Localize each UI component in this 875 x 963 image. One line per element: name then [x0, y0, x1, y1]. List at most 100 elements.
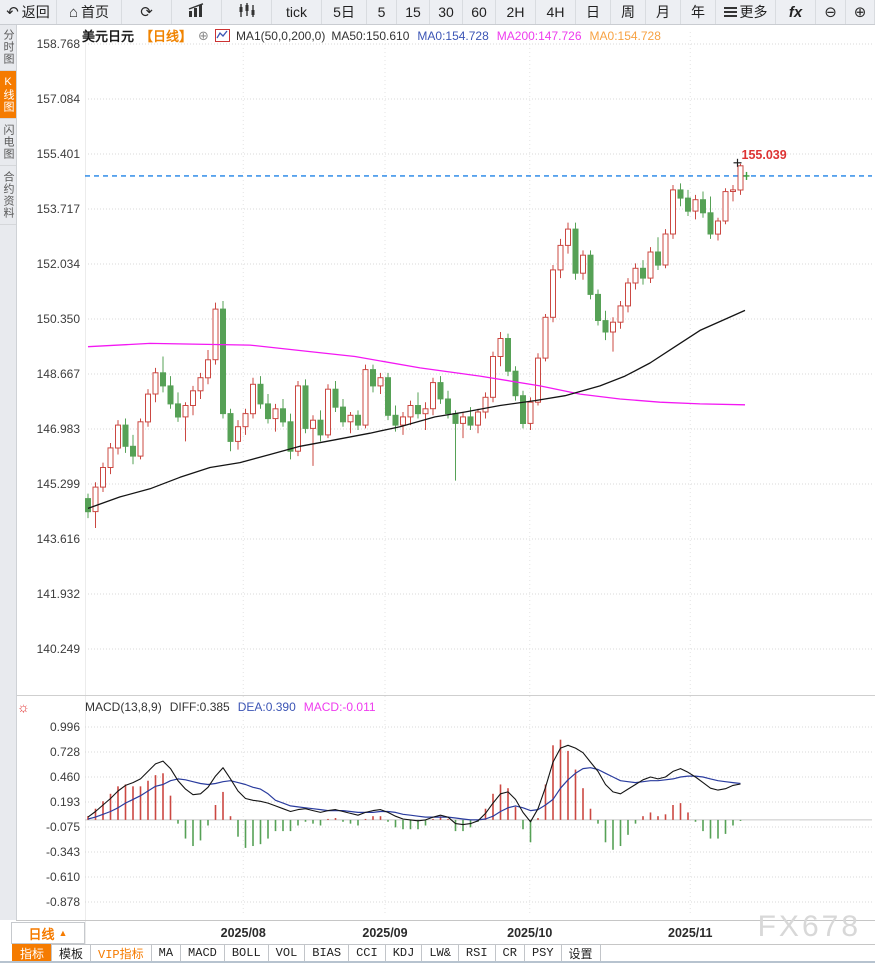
zoom-out-button[interactable]: ⊖ [816, 0, 846, 24]
home-label: 首页 [81, 4, 110, 20]
svg-text:0.193: 0.193 [50, 795, 80, 809]
svg-text:0.728: 0.728 [50, 745, 80, 759]
svg-text:-0.343: -0.343 [46, 845, 80, 859]
sidebar-item-time-share-chart[interactable]: 分时图 [0, 24, 16, 71]
refresh-icon: ⟳ [140, 4, 153, 21]
home-icon: ⌂ [68, 3, 79, 21]
interval-day-label: 日 [586, 4, 600, 20]
tab-MACD[interactable]: MACD [180, 944, 225, 962]
tab-VIP指标[interactable]: VIP指标 [90, 944, 152, 962]
interval-week-label: 周 [621, 4, 635, 20]
tab-指标[interactable]: 指标 [12, 944, 53, 962]
refresh-button[interactable]: ⟳ [122, 0, 172, 24]
svg-text:145.299: 145.299 [37, 477, 81, 491]
tab-KDJ[interactable]: KDJ [384, 944, 423, 962]
line-chart-icon[interactable] [214, 29, 230, 42]
macd-value: MACD:-0.011 [303, 700, 376, 714]
svg-text:2025/08: 2025/08 [221, 926, 266, 940]
interval-tick-label: tick [286, 4, 307, 20]
bar-chart-type-icon [188, 3, 206, 21]
macd-params-label: MACD(13,8,9) [85, 700, 162, 714]
interval-5-button[interactable]: 5 [367, 0, 397, 24]
tab-PSY[interactable]: PSY [523, 944, 562, 962]
tab-CCI[interactable]: CCI [348, 944, 386, 962]
zoom-in-button[interactable]: ⊕ [846, 0, 875, 24]
svg-text:2025/10: 2025/10 [507, 926, 552, 940]
svg-text:140.249: 140.249 [37, 642, 81, 656]
period-tag: 【日线】 [140, 29, 193, 44]
interval-tick-button[interactable]: tick [272, 0, 322, 24]
more-label: 更多 [739, 4, 768, 20]
svg-text:146.983: 146.983 [37, 422, 81, 436]
tab-BIAS[interactable]: BIAS [304, 944, 350, 962]
interval-week-button[interactable]: 周 [611, 0, 646, 24]
interval-60-button[interactable]: 60 [463, 0, 496, 24]
home-button[interactable]: ⌂ 首页 [57, 0, 122, 24]
zoom-out-icon: ⊖ [824, 4, 837, 21]
period-selector[interactable]: 日线 ▲ [11, 922, 85, 944]
circle-plus-icon[interactable]: ⊕ [198, 27, 209, 43]
interval-2h-button[interactable]: 2H [496, 0, 536, 24]
sidebar-item-lightning-chart[interactable]: 闪电图 [0, 119, 16, 166]
sidebar-item-contract-info[interactable]: 合约资料 [0, 166, 16, 225]
more-button[interactable]: 更多 [716, 0, 776, 24]
chart-type-sidebar: 分时图 K线图 闪电图 合约资料 [0, 24, 17, 920]
back-icon: ↶ [6, 4, 19, 21]
indicator-settings-icon[interactable]: ☼ [17, 699, 30, 715]
svg-text:155.401: 155.401 [37, 147, 81, 161]
formula-label: fx [788, 3, 803, 21]
ma-value: MA200:147.726 [496, 29, 582, 43]
ma-values: MA50:150.610 MA0:154.728 MA200:147.726 MA0:… [331, 28, 669, 43]
interval-month-label: 月 [656, 4, 670, 20]
interval-4h-button[interactable]: 4H [536, 0, 576, 24]
symbol-title: 美元日元 [82, 29, 135, 44]
zoom-in-icon: ⊕ [853, 4, 867, 21]
interval-5d-label: 5日 [333, 4, 355, 20]
interval-30-button[interactable]: 30 [430, 0, 463, 24]
tab-BOLL[interactable]: BOLL [223, 944, 269, 962]
interval-month-button[interactable]: 月 [646, 0, 681, 24]
macd-value: DEA:0.390 [237, 700, 296, 714]
svg-text:157.084: 157.084 [37, 92, 81, 106]
macd-header: MACD(13,8,9) DIFF:0.385 DEA:0.390 MACD:-0.… [85, 699, 384, 715]
tab-RSI[interactable]: RSI [457, 944, 496, 962]
candle-chart-type-icon [238, 3, 256, 21]
interval-5d-button[interactable]: 5日 [322, 0, 367, 24]
tab-MA[interactable]: MA [150, 944, 182, 962]
svg-text:0.460: 0.460 [50, 770, 80, 784]
candle-chart-type-button[interactable] [222, 0, 272, 24]
svg-text:158.768: 158.768 [37, 37, 81, 51]
svg-text:143.616: 143.616 [37, 532, 81, 546]
chart-canvas[interactable]: 158.768 157.084 155.401 153.717 152.034 150.3… [16, 24, 875, 963]
back-button[interactable]: ↶ 返回 [0, 0, 57, 24]
ma-settings-label: MA1(50,0,200,0) [235, 28, 326, 43]
svg-text:153.717: 153.717 [37, 202, 81, 216]
bar-chart-type-button[interactable] [172, 0, 222, 24]
svg-text:-0.075: -0.075 [46, 820, 80, 834]
svg-text:148.667: 148.667 [37, 367, 81, 381]
interval-15-button[interactable]: 15 [397, 0, 430, 24]
tab-VOL[interactable]: VOL [267, 944, 306, 962]
bottom-edge [0, 961, 875, 963]
tab-CR[interactable]: CR [494, 944, 525, 962]
interval-year-label: 年 [691, 4, 705, 20]
tab-LW&[interactable]: LW& [421, 944, 459, 962]
watermark: FX678 [757, 910, 861, 943]
svg-text:2025/09: 2025/09 [362, 926, 407, 940]
period-selector-label: 日线 [28, 926, 55, 942]
svg-text:2025/11: 2025/11 [668, 926, 713, 940]
ma-value: MA50:150.610 [331, 29, 410, 43]
svg-text:-0.610: -0.610 [46, 870, 80, 884]
tab-模板[interactable]: 模板 [51, 944, 92, 962]
ma-value: MA0:154.728 [589, 29, 661, 43]
svg-text:141.932: 141.932 [37, 587, 81, 601]
formula-button[interactable]: fx [776, 0, 816, 24]
svg-text:152.034: 152.034 [37, 257, 81, 271]
sidebar-item-kline-chart[interactable]: K线图 [0, 71, 16, 119]
interval-60-label: 60 [471, 4, 487, 20]
tab-设置[interactable]: 设置 [560, 944, 601, 962]
interval-year-button[interactable]: 年 [681, 0, 716, 24]
macd-values: DIFF:0.385 DEA:0.390 MACD:-0.011 [170, 700, 384, 714]
dropdown-arrow-icon: ▲ [58, 928, 68, 938]
interval-day-button[interactable]: 日 [576, 0, 611, 24]
